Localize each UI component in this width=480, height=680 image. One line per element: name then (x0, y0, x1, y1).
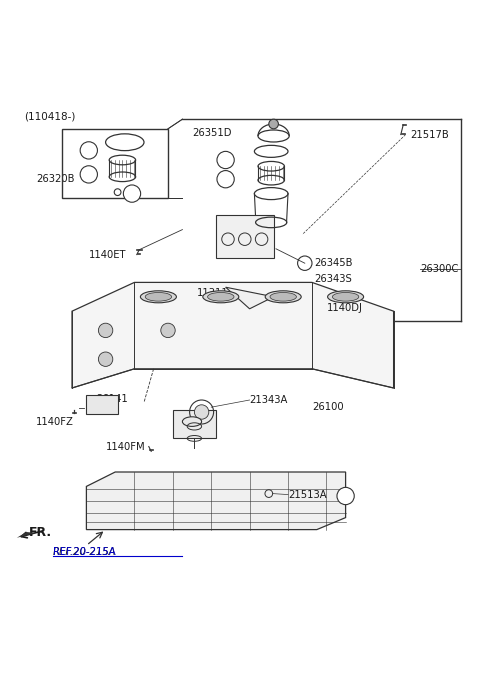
Ellipse shape (265, 291, 301, 303)
Text: a: a (223, 156, 228, 165)
Circle shape (123, 185, 141, 202)
Text: REF.20-215A: REF.20-215A (53, 547, 116, 557)
Text: 26351D: 26351D (192, 128, 231, 137)
Ellipse shape (332, 292, 359, 301)
Text: (110418-): (110418-) (24, 112, 75, 122)
Text: a: a (86, 146, 92, 155)
Bar (216, 215, 274, 258)
Text: b: b (223, 175, 228, 184)
Text: 26141: 26141 (96, 394, 128, 404)
Ellipse shape (203, 291, 239, 303)
Bar (173, 409, 216, 439)
Ellipse shape (270, 292, 296, 301)
Text: 26300C: 26300C (420, 265, 458, 275)
Polygon shape (72, 282, 394, 388)
Text: 1140ET: 1140ET (89, 250, 126, 260)
Circle shape (98, 352, 113, 367)
Circle shape (98, 323, 113, 337)
Ellipse shape (140, 291, 177, 303)
Ellipse shape (145, 292, 172, 301)
Bar (62, 129, 168, 199)
Text: 1140DJ: 1140DJ (326, 303, 362, 313)
Text: b: b (86, 170, 92, 179)
Text: 26100: 26100 (312, 402, 344, 412)
Text: 1140FZ: 1140FZ (36, 417, 74, 426)
Text: 21517B: 21517B (410, 130, 449, 139)
Text: 26345B: 26345B (314, 258, 353, 268)
Circle shape (161, 323, 175, 337)
Ellipse shape (208, 292, 234, 301)
Circle shape (337, 488, 354, 505)
Ellipse shape (327, 291, 364, 303)
Circle shape (80, 166, 97, 183)
Ellipse shape (182, 417, 202, 426)
Text: c: c (343, 492, 348, 500)
Circle shape (217, 152, 234, 169)
Circle shape (217, 171, 234, 188)
Text: 26343S: 26343S (314, 273, 352, 284)
Text: 21513A: 21513A (288, 490, 326, 500)
Text: 11311: 11311 (197, 288, 228, 299)
Text: c: c (130, 189, 134, 198)
Text: 21343A: 21343A (250, 395, 288, 405)
Text: FR.: FR. (29, 526, 52, 539)
Circle shape (80, 141, 97, 159)
Text: 1140FM: 1140FM (106, 441, 145, 452)
Text: 26320B: 26320B (36, 174, 74, 184)
Polygon shape (86, 472, 346, 530)
Polygon shape (17, 532, 36, 538)
Circle shape (269, 119, 278, 129)
Circle shape (194, 405, 209, 419)
Polygon shape (226, 287, 274, 309)
Text: REF.20-215A: REF.20-215A (53, 547, 116, 557)
Bar (86, 395, 118, 414)
